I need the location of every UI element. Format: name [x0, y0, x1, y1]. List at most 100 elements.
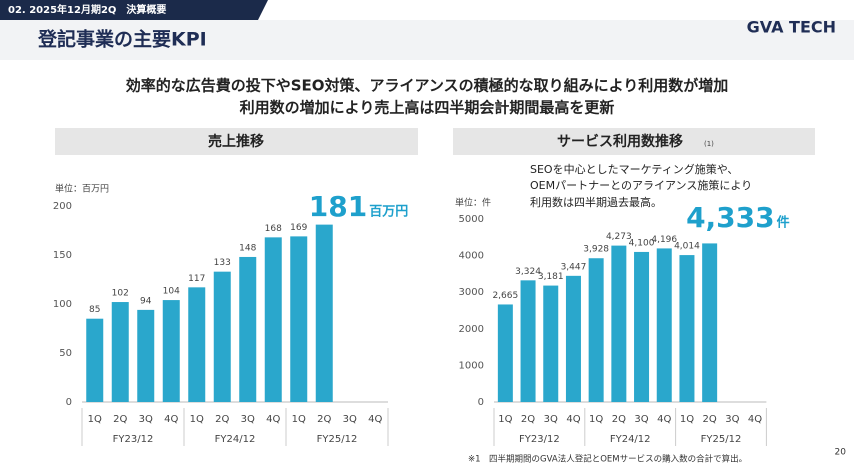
section-label: 02. 2025年12月期2Q 決算概要 [8, 3, 166, 16]
x-tick-label: 4Q [657, 414, 671, 425]
bar [543, 285, 559, 402]
x-tick-label: 2Q [521, 414, 535, 425]
chart-title: 売上推移 [208, 133, 264, 150]
x-tick-label: 4Q [748, 414, 762, 425]
group-label: FY25/12 [701, 434, 742, 445]
value-label: 3,181 [538, 272, 564, 282]
x-tick-label: 3Q [139, 414, 153, 425]
bar [497, 304, 513, 402]
x-tick-label: 2Q [703, 414, 717, 425]
bar [86, 318, 104, 402]
group-label: FY23/12 [519, 434, 560, 445]
highlight-value: 4,333 [686, 201, 775, 234]
x-tick-label: 3Q [241, 414, 255, 425]
bar [213, 271, 231, 402]
x-tick-label: 3Q [544, 414, 558, 425]
x-tick-label: 4Q [368, 414, 382, 425]
y-tick-label: 50 [59, 348, 72, 359]
y-tick-label: 4000 [459, 251, 484, 262]
footnote: ※1 四半期期間のGVA法人登記とOEMサービスの購入数の合計で算出。 [468, 454, 747, 465]
highlight-unit: 百万円 [369, 205, 408, 220]
bar [315, 224, 333, 402]
value-label: 104 [163, 287, 180, 297]
y-tick-label: 1000 [459, 360, 484, 371]
panel-header [55, 128, 418, 155]
x-tick-label: 4Q [164, 414, 178, 425]
x-tick-label: 2Q [113, 414, 127, 425]
x-tick-label: 1Q [190, 414, 204, 425]
y-tick-label: 100 [53, 299, 72, 310]
value-label: 3,324 [515, 267, 541, 277]
x-tick-label: 4Q [266, 414, 280, 425]
page-number: 20 [835, 448, 847, 458]
bar [679, 255, 695, 402]
y-tick-label: 3000 [459, 287, 484, 298]
value-label: 2,665 [492, 291, 518, 301]
bar [702, 243, 718, 402]
x-tick-label: 4Q [566, 414, 580, 425]
value-label: 102 [112, 289, 129, 299]
bar [111, 302, 129, 402]
y-tick-label: 0 [478, 397, 484, 408]
unit-label: 単位：件 [455, 197, 491, 209]
value-label: 4,100 [629, 238, 655, 248]
value-label: 4,014 [674, 242, 700, 252]
headline: 利用数の増加により売上高は四半期会計期間最高を更新 [240, 99, 615, 117]
logo: GVA TECH [747, 18, 836, 37]
value-label: 4,196 [651, 235, 677, 245]
y-tick-label: 150 [53, 250, 72, 261]
panel-header [453, 128, 815, 155]
value-label: 148 [239, 243, 256, 253]
slide-title: 登記事業の主要KPI [37, 28, 207, 51]
bar [565, 275, 581, 402]
chart-title: サービス利用数推移 [557, 133, 683, 150]
value-label: 169 [290, 223, 307, 233]
annotation: 利用数は四半期過去最高。 [530, 195, 662, 209]
bar [634, 251, 650, 402]
footnote-ref: (1) [704, 140, 714, 148]
x-tick-label: 3Q [725, 414, 739, 425]
annotation: SEOを中心としたマーケティング施策や、 [530, 162, 738, 176]
x-tick-label: 1Q [292, 414, 306, 425]
annotation: OEMパートナーとのアライアンス施策により [530, 178, 752, 192]
bar [137, 309, 155, 402]
x-tick-label: 2Q [612, 414, 626, 425]
x-tick-label: 3Q [343, 414, 357, 425]
x-tick-label: 2Q [215, 414, 229, 425]
x-tick-label: 1Q [680, 414, 694, 425]
y-tick-label: 5000 [459, 214, 484, 225]
bar [588, 258, 604, 402]
bar [188, 287, 206, 402]
group-label: FY24/12 [215, 434, 256, 445]
x-tick-label: 1Q [589, 414, 603, 425]
value-label: 3,447 [561, 262, 587, 272]
value-label: 85 [89, 305, 100, 315]
title-band [0, 20, 854, 60]
headline: 効率的な広告費の投下やSEO対策、アライアンスの積極的な取り組みにより利用数が増… [126, 77, 729, 95]
highlight-value: 181 [309, 190, 367, 223]
value-label: 94 [140, 296, 152, 306]
bar [264, 237, 282, 402]
group-label: FY23/12 [113, 434, 154, 445]
value-label: 4,273 [606, 232, 632, 242]
bar [290, 236, 308, 402]
x-tick-label: 1Q [88, 414, 102, 425]
highlight-unit: 件 [777, 215, 790, 231]
x-tick-label: 1Q [498, 414, 512, 425]
bar [611, 245, 627, 402]
y-tick-label: 0 [66, 397, 72, 408]
x-tick-label: 3Q [634, 414, 648, 425]
value-label: 117 [188, 274, 205, 284]
unit-label: 単位：百万円 [55, 183, 109, 195]
value-label: 168 [265, 224, 282, 234]
header-tab [0, 0, 268, 20]
value-label: 133 [214, 258, 231, 268]
y-tick-label: 200 [53, 201, 72, 212]
group-label: FY25/12 [317, 434, 358, 445]
y-tick-label: 2000 [459, 324, 484, 335]
group-label: FY24/12 [610, 434, 651, 445]
x-tick-label: 2Q [317, 414, 331, 425]
value-label: 3,928 [583, 245, 609, 255]
bar [656, 248, 672, 402]
